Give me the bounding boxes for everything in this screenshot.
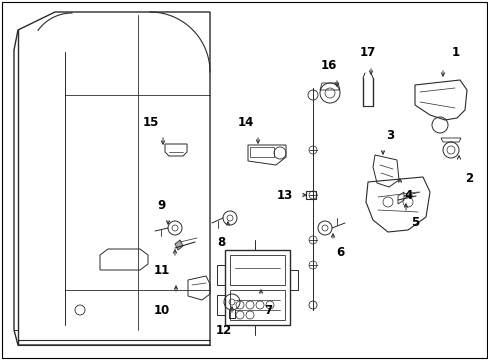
Text: 14: 14 bbox=[237, 116, 254, 129]
Text: 6: 6 bbox=[335, 246, 344, 258]
Text: 1: 1 bbox=[451, 45, 459, 59]
Text: 3: 3 bbox=[385, 129, 393, 141]
Text: 4: 4 bbox=[404, 189, 412, 202]
Text: 17: 17 bbox=[359, 45, 375, 59]
Text: 12: 12 bbox=[215, 324, 232, 337]
Text: 2: 2 bbox=[464, 171, 472, 185]
Text: 8: 8 bbox=[217, 235, 224, 248]
Bar bbox=[229, 255, 285, 285]
Bar bbox=[249, 147, 273, 157]
Bar bbox=[224, 250, 289, 325]
Text: 5: 5 bbox=[410, 216, 418, 229]
Bar bbox=[289, 270, 297, 290]
Bar bbox=[229, 290, 285, 320]
Text: 16: 16 bbox=[320, 59, 337, 72]
Bar bbox=[305, 191, 315, 199]
Text: 15: 15 bbox=[142, 116, 159, 129]
Polygon shape bbox=[175, 240, 183, 250]
Text: 9: 9 bbox=[157, 198, 165, 212]
Text: 11: 11 bbox=[154, 264, 170, 276]
Bar bbox=[217, 265, 224, 285]
Text: 13: 13 bbox=[276, 189, 292, 202]
Bar bbox=[217, 295, 224, 315]
Text: 10: 10 bbox=[154, 303, 170, 316]
Text: 7: 7 bbox=[264, 303, 271, 316]
